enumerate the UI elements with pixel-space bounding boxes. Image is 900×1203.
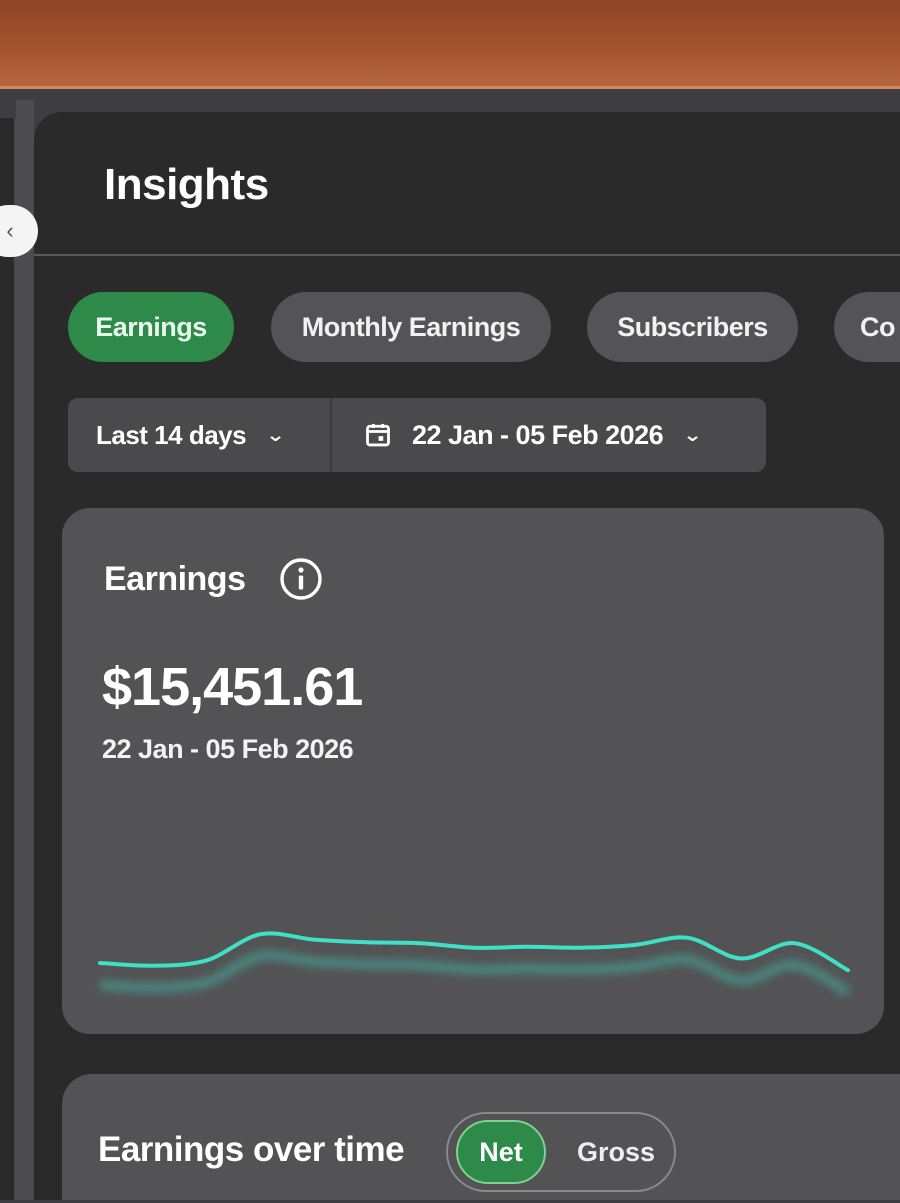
tab-label: Earnings	[95, 311, 207, 342]
background-wall	[0, 0, 900, 92]
sidebar-gutter	[16, 100, 34, 1200]
tab-label: Monthly Earnings	[301, 311, 521, 342]
toggle-gross-label: Gross	[576, 1136, 656, 1167]
toggle-net-label: Net	[479, 1136, 523, 1167]
header-divider	[34, 254, 900, 256]
filter-bar: Last 14 days ⌄ 22 Jan - 05 Feb 2026 ⌄	[68, 398, 766, 472]
tab-monthly-earnings[interactable]: Monthly Earnings	[271, 292, 551, 362]
sparkline-glow	[99, 950, 851, 997]
date-range-label: 22 Jan - 05 Feb 2026	[412, 419, 664, 450]
range-select-label: Last 14 days	[96, 419, 247, 450]
calendar-icon	[366, 423, 390, 447]
chevron-left-icon: ‹	[6, 218, 14, 243]
sparkline-series-line	[98, 931, 850, 973]
net-gross-toggle: Net Gross	[446, 1112, 676, 1192]
toggle-net-button[interactable]: Net	[456, 1120, 546, 1184]
left-sidebar-panel	[0, 118, 16, 1200]
earnings-sparkline	[98, 931, 851, 997]
earnings-card-title: Earnings	[104, 560, 246, 598]
tab-subscribers[interactable]: Subscribers	[587, 292, 798, 362]
chevron-down-icon: ⌄	[265, 424, 286, 445]
earnings-over-time-title: Earnings over time	[98, 1130, 405, 1169]
page-title: Insights	[104, 160, 269, 209]
date-range-picker[interactable]: 22 Jan - 05 Feb 2026 ⌄	[334, 398, 766, 472]
tab-label: Co	[860, 311, 896, 342]
chevron-down-icon: ⌄	[682, 424, 703, 445]
tab-co[interactable]: Co	[834, 292, 900, 362]
tab-earnings[interactable]: Earnings	[68, 292, 234, 362]
range-select[interactable]: Last 14 days ⌄	[68, 398, 332, 472]
info-icon[interactable]	[278, 556, 324, 602]
earnings-amount: $15,451.61	[102, 657, 363, 717]
tab-label: Subscribers	[617, 311, 768, 342]
earnings-period: 22 Jan - 05 Feb 2026	[102, 734, 354, 764]
toggle-gross-button[interactable]: Gross	[566, 1120, 666, 1184]
